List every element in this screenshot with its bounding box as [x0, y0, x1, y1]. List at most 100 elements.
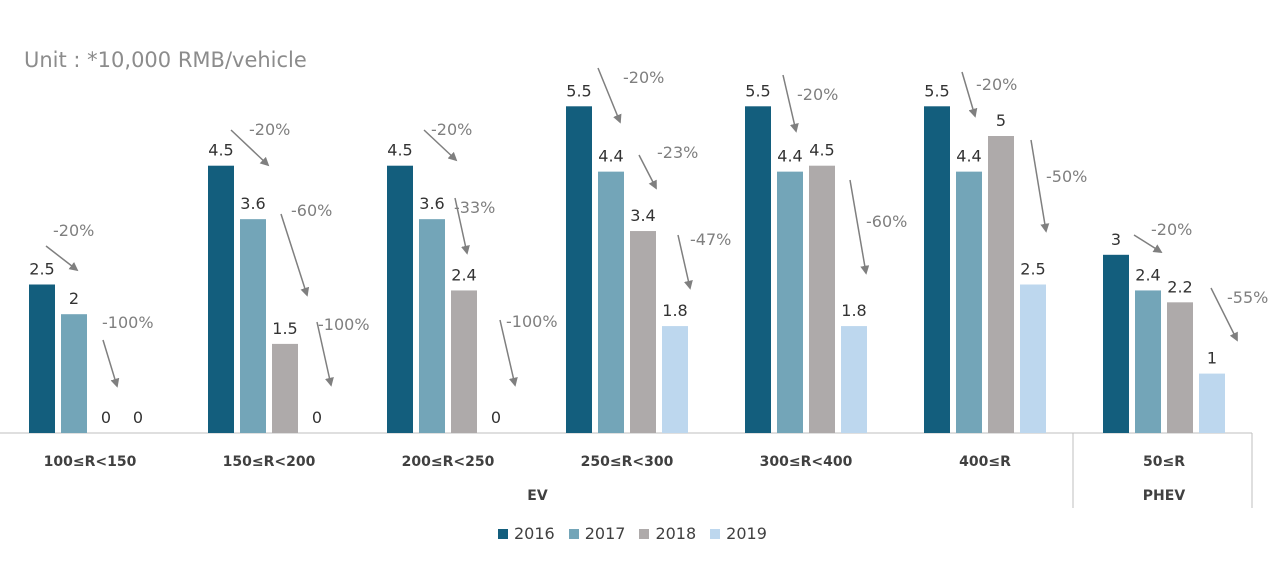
legend-swatch-2017: [568, 528, 579, 539]
bar-2018-5: [988, 136, 1014, 433]
change-arrow-4-0: [782, 74, 799, 133]
bar-2018-4: [809, 165, 835, 433]
value-label-2018-2: 2.4: [451, 265, 476, 284]
legend-swatch-2019: [710, 528, 721, 539]
bar-2017-1: [240, 219, 266, 433]
value-label-2018-1: 1.5: [272, 319, 297, 338]
legend-item-2016: 2016: [498, 524, 555, 543]
bar-2017-5: [956, 171, 982, 433]
value-label-2017-1: 3.6: [240, 194, 265, 213]
bar-2019-3: [662, 326, 688, 433]
legend-item-2018: 2018: [639, 524, 696, 543]
bar-2016-2: [387, 165, 413, 433]
legend-swatch-2018: [639, 528, 650, 539]
value-label-2017-4: 4.4: [777, 147, 802, 166]
legend-label-2017: 2017: [584, 524, 626, 543]
change-label-1-0: -20%: [249, 120, 290, 139]
bar-2016-5: [924, 106, 950, 434]
value-label-2019-2: 0: [491, 408, 501, 427]
legend-label-2019: 2019: [726, 524, 767, 543]
change-arrow-6-1: [1210, 287, 1238, 342]
bar-2018-2: [451, 290, 477, 433]
change-arrow-0-0: [45, 245, 79, 272]
legend-item-2017: 2017: [568, 524, 626, 543]
value-label-2019-0: 0: [133, 408, 143, 427]
legend: 2016 2017 2018 2019: [498, 524, 767, 543]
bar-2017-0: [61, 314, 87, 433]
bar-2016-6: [1103, 254, 1129, 433]
value-label-2016-0: 2.5: [29, 260, 54, 279]
group-label-phev: PHEV: [1143, 488, 1186, 504]
value-label-2017-6: 2.4: [1135, 265, 1160, 284]
change-arrow-5-0: [961, 71, 978, 118]
change-label-0-0: -20%: [53, 221, 94, 240]
change-label-3-2: -47%: [690, 230, 731, 249]
bar-2017-4: [777, 171, 803, 433]
bar-2019-4: [841, 326, 867, 433]
bar-2018-1: [272, 343, 298, 433]
group-label-ev: EV: [527, 488, 548, 504]
value-label-2019-3: 1.8: [662, 301, 687, 320]
change-label-3-0: -20%: [623, 68, 664, 87]
category-label-6: 50≤R: [1143, 454, 1185, 470]
value-label-2016-5: 5.5: [924, 81, 949, 100]
value-label-2017-3: 4.4: [598, 147, 623, 166]
bar-2019-6: [1199, 373, 1225, 433]
change-label-4-0: -20%: [797, 85, 838, 104]
change-arrow-3-1: [638, 154, 657, 190]
change-label-6-1: -55%: [1227, 288, 1268, 307]
change-arrow-2-0: [423, 129, 458, 162]
value-label-2019-5: 2.5: [1020, 260, 1045, 279]
category-label-5: 400≤R: [959, 454, 1011, 470]
bar-2018-3: [630, 231, 656, 433]
value-label-2016-6: 3: [1111, 230, 1121, 249]
value-label-2019-4: 1.8: [841, 301, 866, 320]
bar-2016-4: [745, 106, 771, 434]
change-label-2-1: -33%: [454, 198, 495, 217]
category-label-1: 150≤R<200: [223, 454, 316, 470]
value-label-2018-0: 0: [101, 408, 111, 427]
change-arrow-6-0: [1133, 234, 1163, 253]
change-label-5-1: -50%: [1046, 167, 1087, 186]
legend-item-2019: 2019: [710, 524, 767, 543]
category-label-3: 250≤R<300: [581, 454, 674, 470]
bar-2016-1: [208, 165, 234, 433]
change-label-6-0: -20%: [1151, 220, 1192, 239]
category-label-4: 300≤R<400: [760, 454, 853, 470]
bar-2017-2: [419, 219, 445, 433]
change-label-0-1: -100%: [102, 313, 154, 332]
change-label-2-0: -20%: [431, 120, 472, 139]
bar-2018-6: [1167, 302, 1193, 433]
change-arrow-2-2: [499, 319, 518, 387]
value-label-2016-1: 4.5: [208, 141, 233, 160]
change-label-3-1: -23%: [657, 143, 698, 162]
bar-2016-3: [566, 106, 592, 434]
change-label-1-1: -60%: [291, 201, 332, 220]
change-label-1-2: -100%: [318, 315, 370, 334]
change-arrow-4-1: [849, 179, 870, 275]
bar-2017-6: [1135, 290, 1161, 433]
change-arrow-0-1: [102, 339, 120, 388]
bar-2016-0: [29, 284, 55, 433]
change-label-4-1: -60%: [866, 212, 907, 231]
legend-label-2016: 2016: [514, 524, 555, 543]
change-arrow-3-0: [597, 67, 622, 124]
category-label-2: 200≤R<250: [402, 454, 495, 470]
value-label-2019-6: 1: [1207, 349, 1217, 368]
change-arrow-1-1: [280, 213, 310, 297]
value-label-2016-3: 5.5: [566, 81, 591, 100]
value-label-2017-2: 3.6: [419, 194, 444, 213]
change-arrow-1-2: [316, 321, 334, 387]
change-arrow-2-1: [454, 197, 470, 255]
unit-label: Unit : *10,000 RMB/vehicle: [24, 48, 307, 72]
bar-2019-5: [1020, 284, 1046, 433]
change-arrow-1-0: [230, 129, 270, 167]
value-label-2018-5: 5: [996, 111, 1006, 130]
value-label-2019-1: 0: [312, 408, 322, 427]
change-arrow-5-1: [1030, 139, 1050, 233]
value-label-2018-6: 2.2: [1167, 277, 1192, 296]
value-label-2016-4: 5.5: [745, 81, 770, 100]
value-label-2017-5: 4.4: [956, 147, 981, 166]
legend-label-2018: 2018: [655, 524, 697, 543]
bar-2017-3: [598, 171, 624, 433]
